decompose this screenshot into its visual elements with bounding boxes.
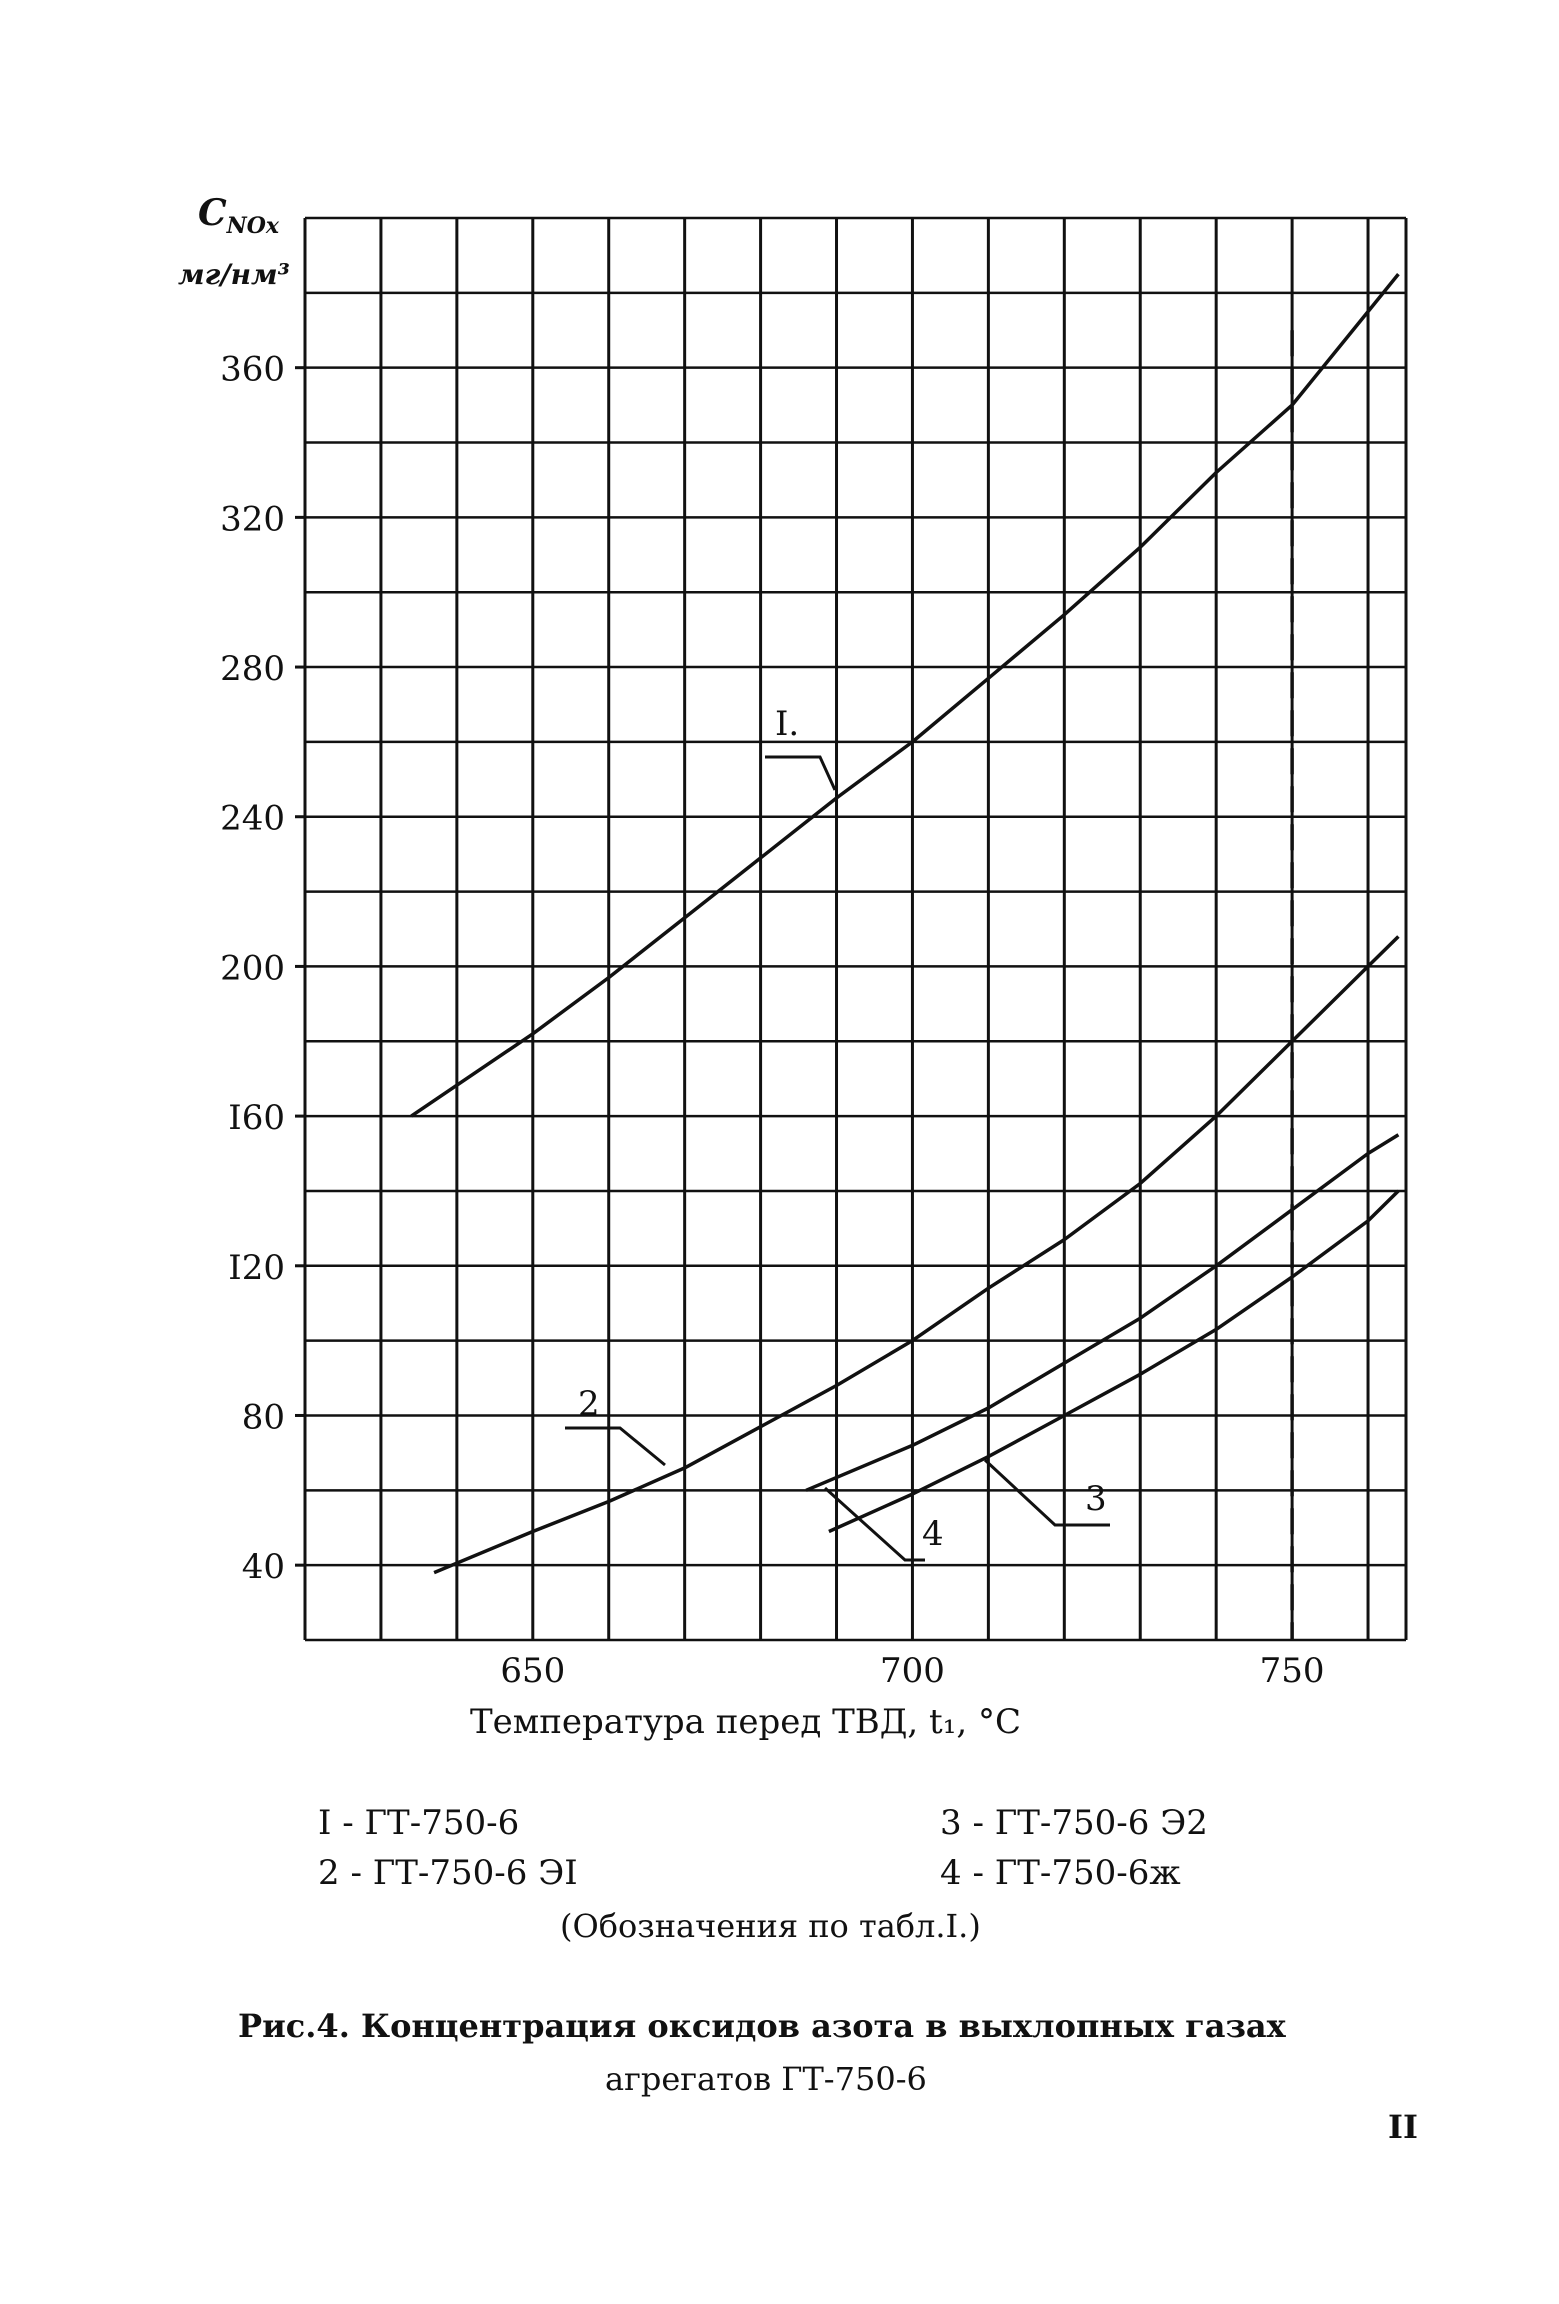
curve-label-3: 3 [1085, 1479, 1107, 1519]
chart-curves [410, 272, 1400, 1575]
curve-leader-4 [823, 1486, 925, 1562]
y-tick-label: 80 [242, 1397, 285, 1437]
curve-label-4: 4 [922, 1514, 944, 1554]
nox-concentration-chart: 40 80 I20 I60 200 240 280 320 360 650 700 750 I. 2 3 4 [220, 216, 1408, 1691]
curve-series-4 [828, 1189, 1400, 1534]
curve-series-3 [805, 1133, 1400, 1492]
curve-leader-1 [765, 755, 837, 791]
x-tick-label: 700 [880, 1651, 945, 1691]
y-axis-unit: мг/нм³ [178, 258, 290, 291]
curve-series-2 [433, 935, 1400, 1575]
y-tick-label: 40 [242, 1547, 285, 1587]
y-axis-label: CNOx [198, 192, 280, 240]
y-tick-label: 360 [220, 350, 285, 390]
curve-leader-3 [983, 1458, 1110, 1527]
figure-caption-line1: Рис.4. Концентрация оксидов азота в выхл… [238, 2007, 1286, 2045]
designation-note: (Обозначения по табл.I.) [560, 1907, 981, 1945]
curve-label-2: 2 [578, 1384, 600, 1424]
curve-label-1: I. [775, 704, 799, 744]
y-tick-label: 280 [220, 649, 285, 689]
chart-grid [295, 216, 1408, 1642]
y-tick-label: 240 [220, 799, 285, 839]
y-tick-label: 320 [220, 499, 285, 539]
legend-item-4: 4 - ГТ-750-6ж [940, 1853, 1181, 1893]
figure-caption-line2: агрегатов ГТ-750-6 [605, 2060, 927, 2098]
x-tick-label: 750 [1260, 1651, 1325, 1691]
curve-leader-2 [565, 1426, 666, 1467]
tick-labels: 40 80 I20 I60 200 240 280 320 360 650 700 750 [220, 350, 1324, 1691]
page-number: II [1388, 2108, 1418, 2146]
curve-callouts: I. 2 3 4 [565, 704, 1110, 1562]
legend-item-2: 2 - ГТ-750-6 ЭI [318, 1853, 578, 1893]
legend-item-1: I - ГТ-750-6 [318, 1803, 520, 1843]
x-axis-label: Температура перед ТВД, t₁, °С [470, 1702, 1021, 1742]
y-tick-label: I60 [228, 1098, 285, 1138]
y-tick-label: I20 [228, 1248, 285, 1288]
x-tick-label: 650 [500, 1651, 565, 1691]
curve-series-1 [410, 272, 1400, 1118]
y-tick-label: 200 [220, 948, 285, 988]
legend-item-3: 3 - ГТ-750-6 Э2 [940, 1803, 1208, 1843]
